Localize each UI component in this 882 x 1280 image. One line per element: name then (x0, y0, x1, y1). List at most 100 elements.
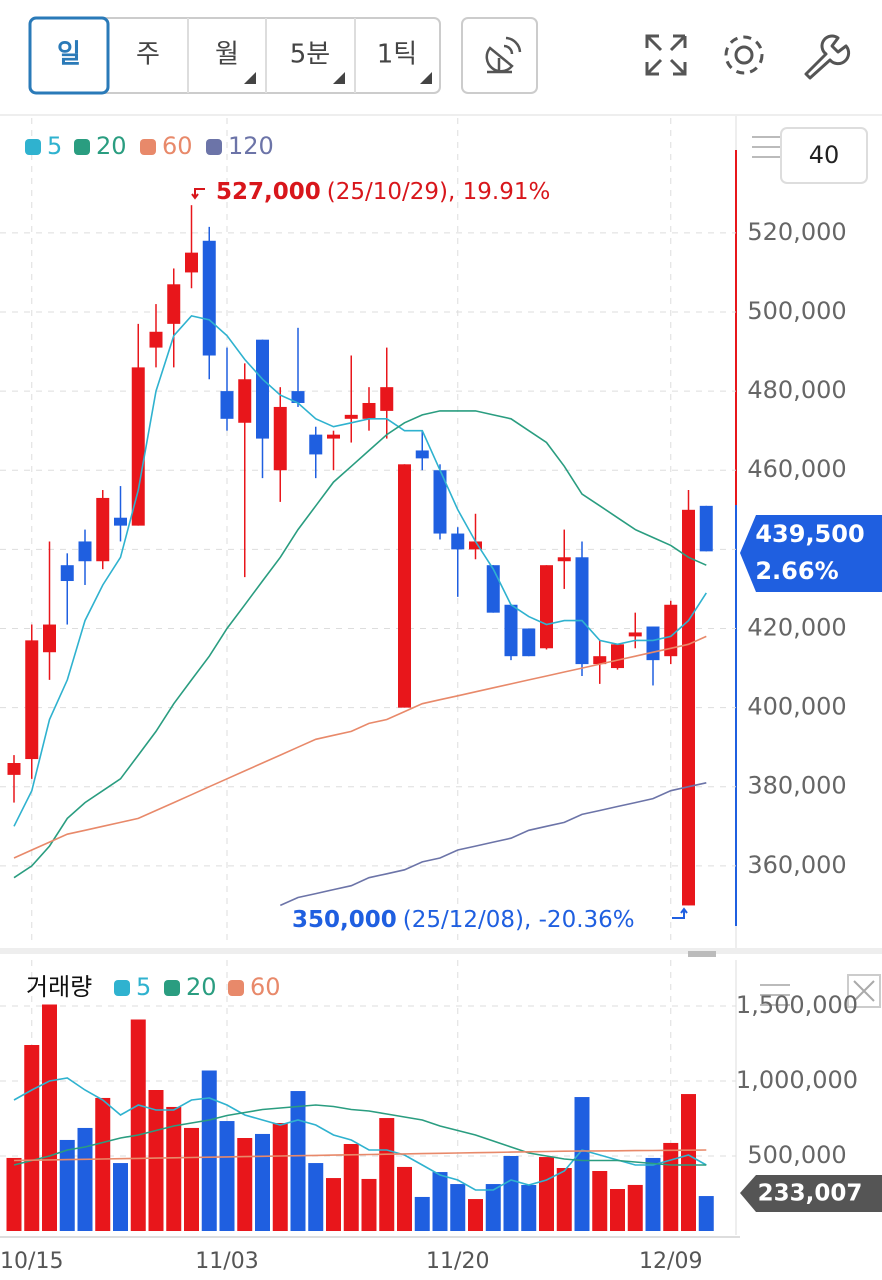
y-tick-label: 500,000 (747, 297, 846, 325)
volume-bar (308, 1163, 324, 1231)
volume-bar (539, 1157, 554, 1231)
candle-body (220, 391, 234, 419)
x-tick-label: 10/15 (0, 1249, 63, 1274)
satellite-icon (485, 36, 522, 74)
legend-swatch (164, 980, 180, 996)
candle-body (185, 252, 198, 273)
volume-bar (503, 1156, 519, 1231)
period-button-selected[interactable] (28, 16, 110, 95)
menu-icon[interactable] (752, 136, 782, 158)
volume-title: 거래량 (26, 973, 92, 1001)
volume-bar (397, 1166, 412, 1231)
candle-body (202, 240, 216, 356)
y-tick-label: 480,000 (747, 376, 846, 404)
ma-line (13, 1077, 707, 1191)
volume-bar (592, 1171, 608, 1231)
volume-bar (219, 1121, 235, 1231)
period-button[interactable]: 월 (215, 40, 239, 70)
legend-label: 60 (250, 973, 281, 1001)
volume-bar (556, 1168, 572, 1231)
candle-body (611, 644, 624, 669)
volume-bar (468, 1199, 483, 1231)
low-marker (672, 907, 688, 919)
settings-icon[interactable] (734, 45, 754, 65)
legend-label: 5 (136, 973, 151, 1001)
last-volume-tag (740, 1175, 882, 1212)
y-tick-label: 380,000 (747, 772, 846, 800)
x-tick-label: 11/20 (426, 1249, 489, 1274)
candle-body (362, 402, 376, 419)
candle-body (60, 565, 74, 582)
candle-body (43, 624, 56, 653)
candle-body (646, 626, 660, 661)
y-tick-label: 500,000 (747, 1141, 846, 1169)
candle-body (114, 517, 127, 526)
candle-body (699, 505, 713, 552)
volume-bar (414, 1196, 430, 1231)
volume-bar (166, 1106, 182, 1231)
high-note: (25/10/29), 19.91% (327, 179, 551, 205)
high-value: 527,000 (216, 179, 321, 205)
volume-bar (6, 1157, 22, 1231)
legend-label: 60 (162, 132, 193, 160)
tools-icon[interactable] (804, 34, 851, 80)
volume-bar (361, 1178, 377, 1231)
resize-handle[interactable] (688, 951, 716, 957)
candle-body (398, 464, 411, 708)
high-annotation: 527,000 (25/10/29), 19.91% (216, 179, 550, 205)
volume-bar (645, 1157, 661, 1231)
low-annotation: 350,000 (25/12/08), -20.36% (292, 907, 635, 933)
menu-icon[interactable] (760, 984, 790, 1006)
high-marker (191, 188, 205, 200)
y-tick-label: 400,000 (747, 693, 846, 721)
chart-layer: 10/15 11/03 11/20 12/09 360,000 380,000 400,00… (0, 118, 858, 1274)
volume-bar (698, 1196, 714, 1231)
last-price-tag (740, 515, 882, 592)
volume-bar (326, 1178, 341, 1231)
candle-body (628, 632, 642, 637)
candle-body (504, 604, 518, 657)
last-volume: 233,007 (758, 1181, 863, 1207)
volume-bar (272, 1123, 288, 1231)
candle-body (540, 565, 553, 649)
ma-line (279, 782, 707, 907)
dropdown-markers (244, 72, 432, 84)
legend-swatch (206, 139, 222, 155)
fullscreen-icon[interactable] (645, 34, 687, 76)
period-button[interactable]: 주 (136, 40, 160, 70)
candle-body (96, 497, 110, 562)
period-button[interactable]: 5분 (290, 40, 330, 70)
volume-bar (663, 1142, 679, 1231)
last-price: 439,500 (755, 520, 864, 548)
volume-bar (610, 1189, 625, 1231)
volume-bar (379, 1118, 395, 1231)
volume-bar (148, 1090, 164, 1231)
candle-body (309, 434, 323, 455)
volume-bar (24, 1045, 40, 1231)
volume-bar (485, 1184, 501, 1231)
settings-icon-teeth (724, 35, 764, 75)
volume-bar (343, 1144, 359, 1231)
y-tick-label: 420,000 (747, 613, 846, 641)
candle-body (131, 367, 145, 526)
volume-bar (113, 1163, 128, 1231)
candle-body (149, 331, 163, 348)
close-icon (853, 980, 875, 1002)
volume-bar (184, 1127, 199, 1231)
count-input[interactable] (780, 127, 868, 184)
legend-swatch (140, 139, 156, 155)
candle-body (451, 533, 465, 550)
ma-line (13, 1104, 707, 1166)
count-input-value[interactable]: 40 (809, 141, 840, 169)
legend-label: 20 (96, 132, 127, 160)
legend-swatch (228, 980, 244, 996)
y-tick-label: 460,000 (747, 455, 846, 483)
legend-label: 20 (186, 973, 217, 1001)
period-button[interactable]: 일 (57, 40, 81, 70)
period-button[interactable]: 1틱 (377, 40, 417, 70)
y-tick-label: 520,000 (747, 218, 846, 246)
candle-body (78, 541, 92, 562)
candle-body (273, 406, 287, 471)
legend-label: 120 (228, 132, 274, 160)
low-value: 350,000 (292, 907, 397, 933)
